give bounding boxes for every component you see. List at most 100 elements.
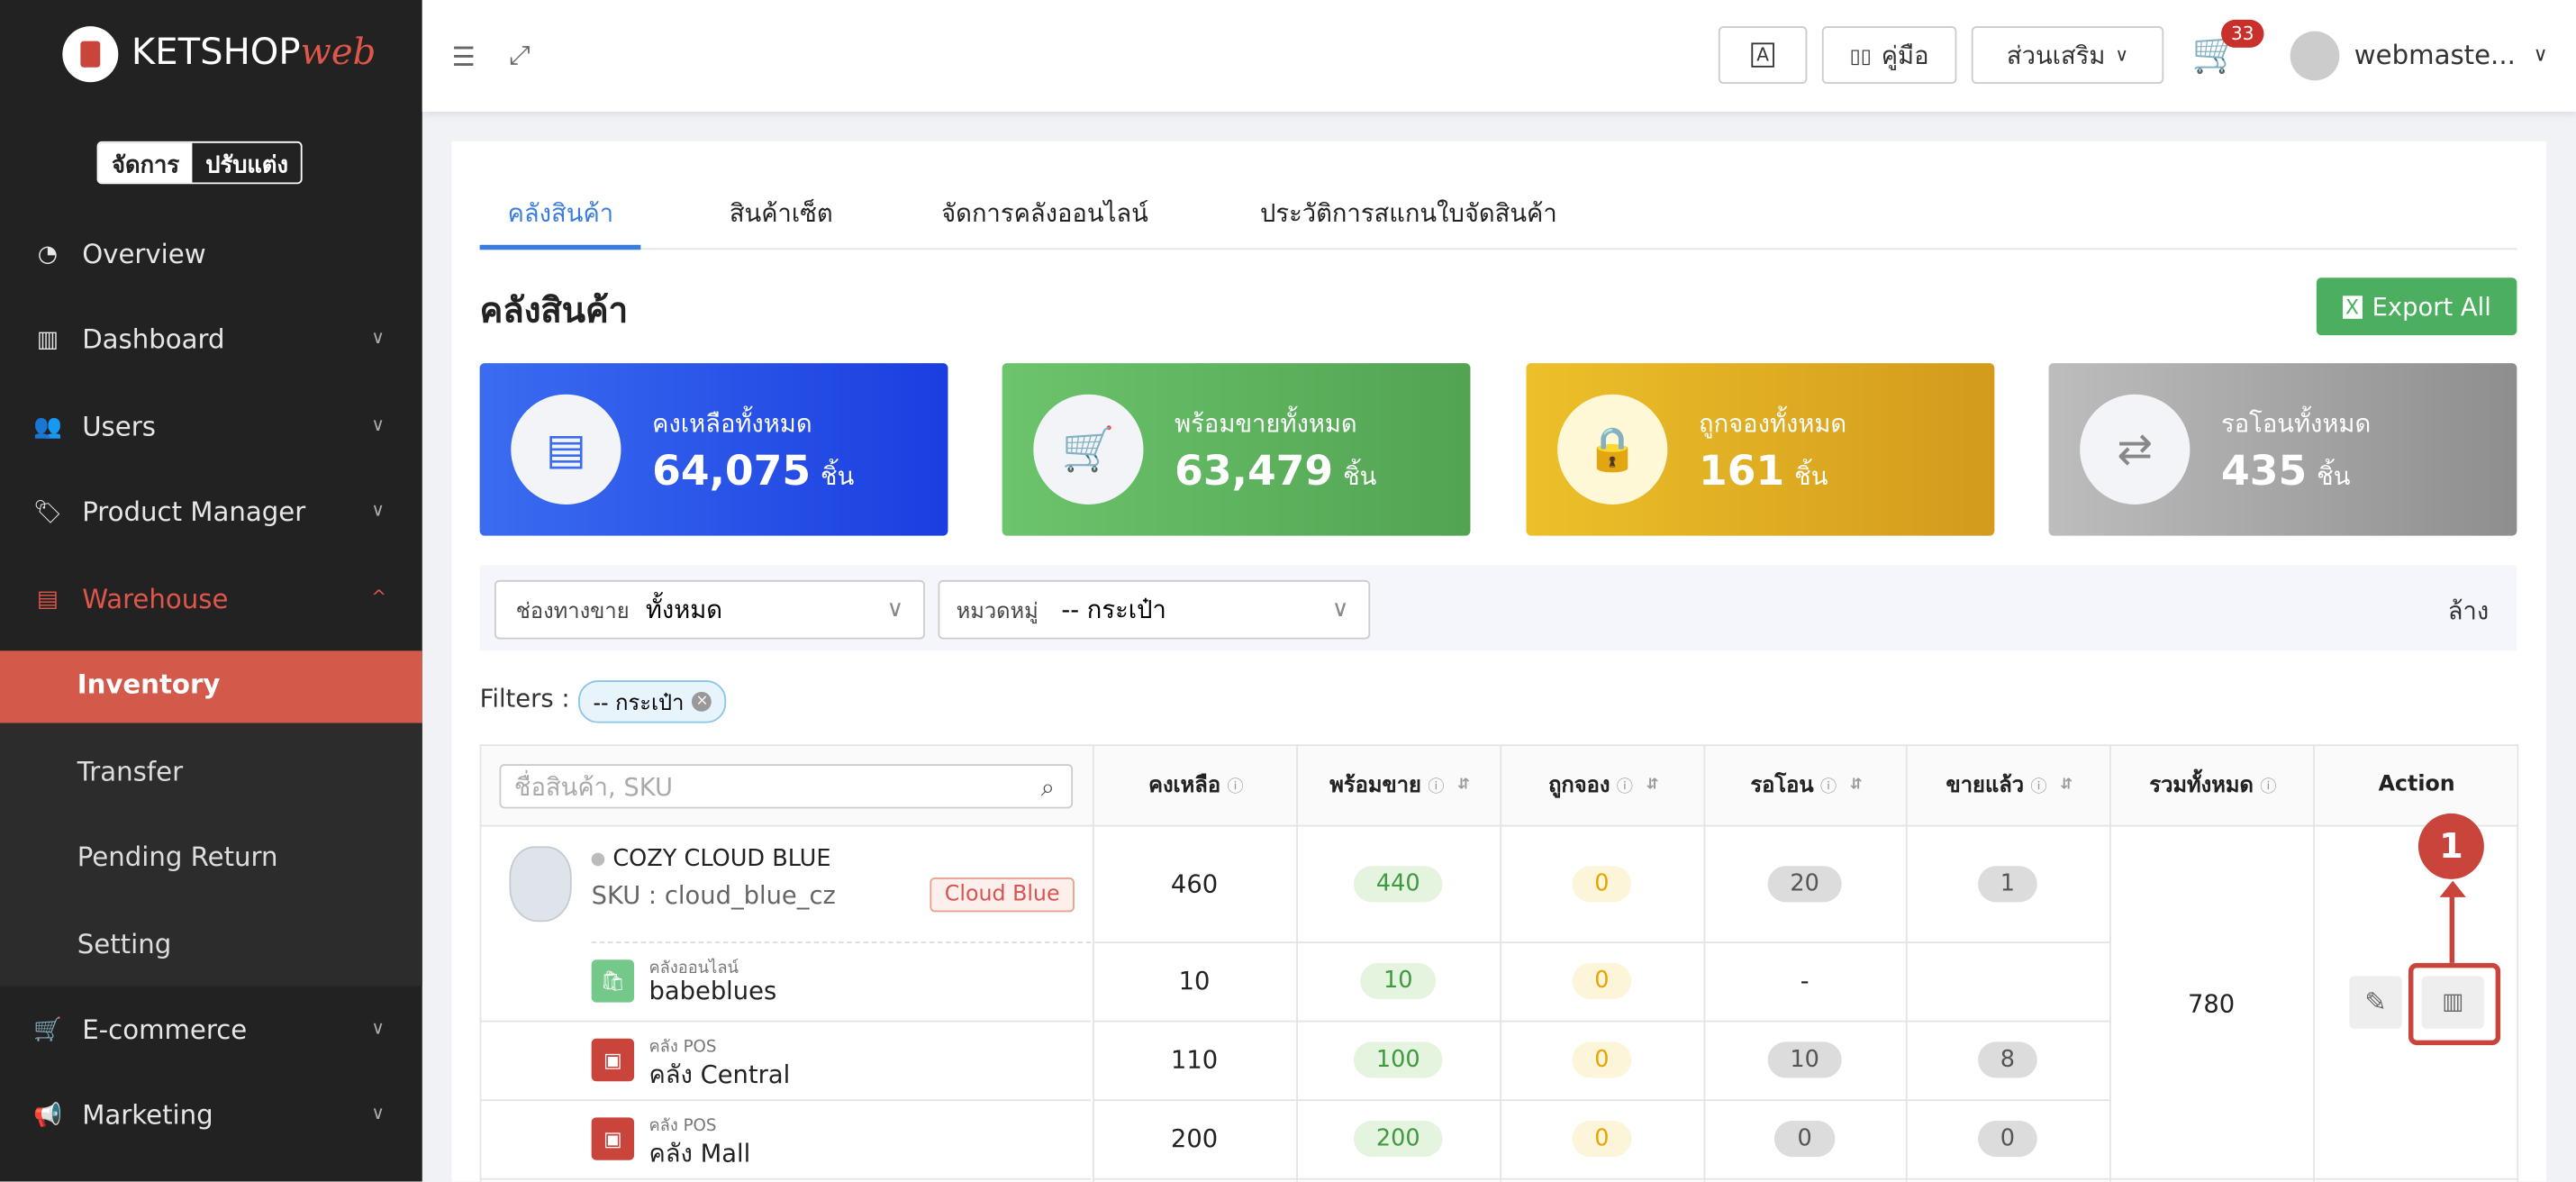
submenu-item[interactable]: Transfer	[77, 755, 184, 786]
mode-manage[interactable]: จัดการ	[98, 142, 193, 183]
menu-item[interactable]: 👥 Users	[32, 411, 156, 442]
sort-icon: ⇵	[2060, 776, 2073, 794]
annotation-number: 1	[2417, 813, 2484, 879]
warehouse-name: คลัง Central	[649, 1059, 791, 1090]
cell: 100	[1296, 1021, 1500, 1100]
menu-item[interactable]: 📢 Marketing	[32, 1099, 213, 1131]
cell: 460	[1093, 825, 1296, 942]
submenu-item[interactable]: Inventory	[77, 668, 221, 701]
value-pill: 440	[1353, 865, 1444, 902]
menu-item[interactable]: ▥ Dashboard	[32, 323, 225, 355]
cell: -	[1703, 941, 1905, 1021]
stat-value: 161	[1699, 447, 1785, 496]
channel-select[interactable]: ช่องทางขาย ทั้งหมด ∨	[494, 579, 925, 640]
column-header[interactable]: รอโอน ⓘ ⇵	[1703, 744, 1907, 825]
value: 110	[1170, 1045, 1219, 1075]
value-pill: 10	[1360, 962, 1437, 999]
value-pill: 10	[1766, 1041, 1843, 1078]
tabs-divider	[479, 248, 2517, 250]
export-button[interactable]: X Export All	[2316, 277, 2517, 336]
menu-icon: 🛒	[32, 1016, 62, 1043]
sort-icon: ⇵	[1457, 776, 1470, 794]
stat-icon: ⇄	[2080, 394, 2191, 505]
tab[interactable]: ประวัติการสแกนใบจัดสินค้า	[1260, 198, 1557, 229]
collapse-icon[interactable]: ☰	[451, 41, 476, 73]
guide-button[interactable]: ▯▯ คู่มือ	[1821, 26, 1957, 85]
active-item-bg	[0, 650, 422, 723]
stat-value: 64,075	[652, 447, 812, 496]
user-name[interactable]: webmaste...	[2354, 39, 2516, 71]
mode-toggle: จัดการ ปรับแต่ง	[96, 141, 304, 185]
product-sku: SKU : cloud_blue_cz	[591, 880, 836, 911]
stat-label: รอโอนทั้งหมด	[2221, 409, 2372, 440]
tab[interactable]: จัดการคลังออนไลน์	[941, 198, 1148, 229]
col-line	[1296, 824, 1298, 1182]
value-pill: 0	[1571, 1041, 1633, 1078]
cell: 440	[1296, 825, 1500, 942]
export-label: Export All	[2372, 291, 2491, 322]
cell: 110	[1093, 1021, 1296, 1100]
submenu-item[interactable]: Setting	[77, 927, 172, 959]
cell: 0	[1500, 941, 1703, 1021]
col-line	[1905, 824, 1908, 1182]
stat-label: ถูกจองทั้งหมด	[1699, 409, 1847, 440]
annotation-arrowhead	[2439, 880, 2466, 897]
value: 460	[1170, 868, 1219, 898]
stat-card: 🛒 พร้อมขายทั้งหมด 63,479 ชิ้น	[1002, 363, 1471, 536]
channel-label: ช่องทางขาย	[515, 598, 630, 624]
tab[interactable]: คลังสินค้า	[507, 198, 614, 229]
addons-label: ส่วนเสริม	[2006, 40, 2106, 70]
edit-button[interactable]: ✎	[2349, 976, 2402, 1029]
warehouse-name: คลัง Mall	[649, 1139, 751, 1168]
column-header[interactable]: พร้อมขาย ⓘ ⇵	[1296, 744, 1501, 825]
column-header: คงเหลือ ⓘ	[1092, 744, 1298, 825]
row-line	[479, 824, 2517, 827]
search-input[interactable]: ชื่อสินค้า, SKU ⌕	[499, 764, 1074, 809]
translate-button[interactable]: A	[1718, 26, 1808, 85]
search-placeholder: ชื่อสินค้า, SKU	[513, 771, 673, 802]
cart-badge: 33	[2221, 19, 2264, 48]
value: 780	[2187, 988, 2236, 1018]
user-chevron[interactable]: ∨	[2533, 42, 2548, 66]
submenu-item[interactable]: Pending Return	[77, 841, 278, 873]
category-value: -- กระเป๋า	[1061, 595, 1166, 625]
stat-value-wrap: 63,479 ชิ้น	[1175, 447, 1376, 496]
column-header[interactable]: ขายแล้ว ⓘ ⇵	[1905, 744, 2111, 825]
menu-item[interactable]: 🏷 Product Manager	[32, 496, 306, 528]
menu-item[interactable]: 🛒 E-commerce	[32, 1014, 247, 1045]
tab[interactable]: สินค้าเซ็ต	[729, 198, 833, 229]
value: 200	[1170, 1123, 1219, 1154]
clear-button[interactable]: ล้าง	[2447, 596, 2490, 626]
menu-chevron: ^	[371, 586, 387, 608]
stat-unit: ชิ้น	[1343, 461, 1377, 492]
category-select[interactable]: หมวดหมู่ -- กระเป๋า ∨	[938, 579, 1371, 640]
value-pill: 200	[1353, 1120, 1444, 1158]
menu-item[interactable]: ◔ Overview	[32, 238, 206, 270]
menu-label: Dashboard	[82, 323, 225, 355]
sort-icon: ⇵	[1646, 776, 1659, 794]
fullscreen-icon[interactable]: ⤢	[509, 39, 531, 71]
stat-label: คงเหลือทั้งหมด	[652, 409, 812, 440]
menu-item[interactable]: ▤ Warehouse	[32, 583, 229, 615]
addons-button[interactable]: ส่วนเสริม ∨	[1971, 26, 2164, 85]
menu-icon: ◔	[37, 241, 59, 268]
row-line	[1092, 1020, 2110, 1023]
cell: 0	[1500, 1021, 1703, 1100]
value-pill: 0	[1773, 1120, 1836, 1158]
column-header[interactable]: ถูกจอง ⓘ ⇵	[1500, 744, 1705, 825]
mode-customize[interactable]: ปรับแต่ง	[205, 152, 288, 179]
annotation-arrow	[2449, 886, 2455, 963]
stat-unit: ชิ้น	[2317, 461, 2351, 492]
stat-card: 🔒 ถูกจองทั้งหมด 161 ชิ้น	[1526, 363, 1995, 536]
info-icon: ⓘ	[2030, 778, 2047, 797]
info-icon: ⓘ	[1428, 778, 1445, 797]
menu-label: Overview	[82, 238, 206, 270]
filter-chip[interactable]: -- กระเป๋า ×	[578, 680, 727, 723]
menu-label: Users	[82, 411, 156, 442]
avatar[interactable]	[2290, 31, 2340, 81]
stats-button[interactable]: ▥	[2421, 976, 2484, 1029]
menu-label: Warehouse	[82, 583, 229, 615]
menu-chevron: ∨	[371, 1017, 385, 1039]
stat-icon: 🔒	[1557, 394, 1668, 505]
